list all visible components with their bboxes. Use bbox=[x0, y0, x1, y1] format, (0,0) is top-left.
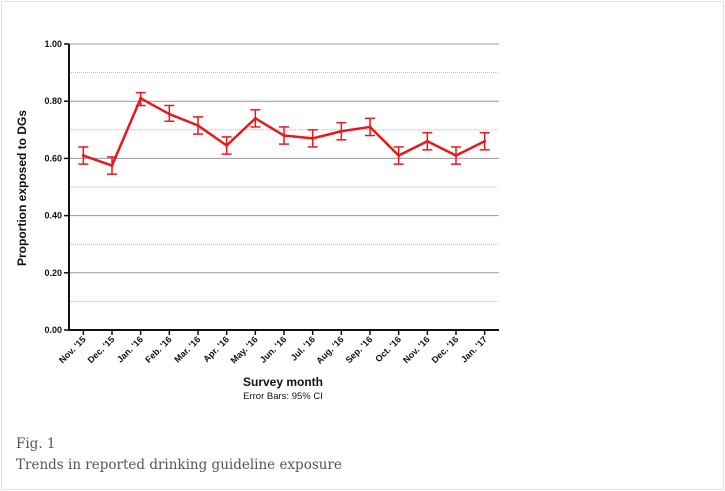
x-tick-label: Jan. '17 bbox=[459, 334, 489, 364]
data-point bbox=[397, 154, 401, 158]
x-tick-label: Jun. '16 bbox=[258, 334, 289, 365]
data-point bbox=[167, 112, 171, 116]
series-line-layer bbox=[81, 96, 487, 168]
x-tick-label: Apr. '16 bbox=[201, 334, 231, 364]
x-tick-label: Nov. '16 bbox=[401, 334, 432, 365]
error-bars-note: Error Bars: 95% CI bbox=[243, 391, 323, 402]
x-tick-label: Nov. '15 bbox=[57, 334, 88, 365]
data-point bbox=[282, 134, 286, 138]
y-tick-label: 1.00 bbox=[44, 39, 62, 49]
y-tick-label: 0.80 bbox=[44, 96, 62, 106]
x-tick-label: Mar. '16 bbox=[172, 334, 202, 364]
data-point bbox=[225, 144, 229, 148]
data-point bbox=[483, 139, 487, 143]
y-tick-label: 0.20 bbox=[44, 268, 62, 278]
data-point bbox=[425, 139, 429, 143]
data-point bbox=[139, 96, 143, 100]
data-point bbox=[81, 154, 85, 158]
x-tick-label: May. '16 bbox=[229, 334, 260, 365]
data-point bbox=[196, 124, 200, 128]
data-point bbox=[339, 129, 343, 133]
x-tick-label: Oct. '16 bbox=[373, 334, 403, 364]
data-point bbox=[368, 125, 372, 129]
data-point bbox=[253, 116, 257, 120]
data-point bbox=[454, 154, 458, 158]
x-tick-label: Dec. '16 bbox=[430, 334, 461, 365]
x-tick-label: Jul. '16 bbox=[289, 334, 317, 362]
y-axis-title: Proportion exposed to DGs bbox=[15, 110, 29, 266]
x-tick-label: Aug. '16 bbox=[314, 334, 346, 366]
y-tick-label: 0.60 bbox=[44, 153, 62, 163]
data-point bbox=[110, 164, 114, 168]
y-tick-label: 0.40 bbox=[44, 211, 62, 221]
x-tick-label: Sep. '16 bbox=[344, 334, 375, 365]
x-axis-title: Survey month bbox=[243, 375, 323, 389]
x-tick-label: Feb. '16 bbox=[143, 334, 174, 365]
grid-lines bbox=[69, 43, 499, 302]
figure-label: Fig. 1 bbox=[16, 436, 56, 452]
x-tick-label: Dec. '15 bbox=[86, 334, 117, 365]
y-tick-label: 0.00 bbox=[44, 325, 62, 335]
x-tick-label: Jan. '16 bbox=[115, 334, 145, 364]
data-point bbox=[311, 136, 315, 140]
figure-caption: Trends in reported drinking guideline ex… bbox=[16, 457, 342, 473]
error-bars bbox=[78, 91, 490, 175]
